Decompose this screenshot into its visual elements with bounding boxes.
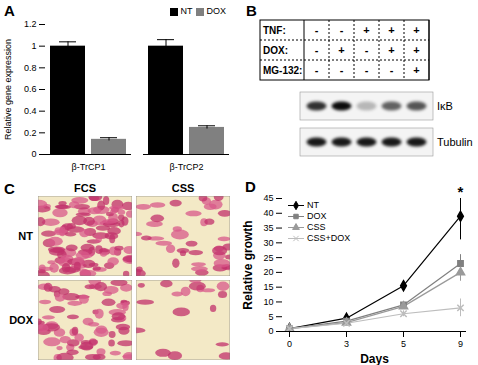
- svg-text:-: -: [365, 44, 369, 56]
- svg-text:40: 40: [263, 208, 273, 218]
- svg-text:0.4: 0.4: [24, 106, 37, 116]
- svg-text:+: +: [363, 24, 369, 36]
- svg-text:*: *: [458, 183, 464, 200]
- svg-text:45: 45: [263, 193, 273, 203]
- svg-text:-: -: [365, 64, 369, 76]
- svg-text:β-TrCP1: β-TrCP1: [72, 162, 106, 172]
- html-text:CSS: CSS: [307, 222, 326, 232]
- svg-text:+: +: [413, 24, 419, 36]
- svg-text:9: 9: [458, 339, 463, 349]
- svg-text:-: -: [315, 24, 319, 36]
- svg-text:β-TrCP2: β-TrCP2: [170, 162, 204, 172]
- svg-text:0.6: 0.6: [24, 84, 37, 94]
- svg-text:Days: Days: [360, 352, 389, 365]
- svg-text:+: +: [413, 44, 419, 56]
- svg-text:0.2: 0.2: [24, 128, 37, 138]
- svg-text:-: -: [390, 64, 394, 76]
- svg-text:IκB: IκB: [437, 100, 453, 112]
- html-text:NT: NT: [307, 200, 319, 210]
- svg-text:+: +: [388, 44, 394, 56]
- html-text:DOX: DOX: [206, 6, 226, 16]
- svg-text:+: +: [413, 64, 419, 76]
- svg-text:MG-132:: MG-132:: [263, 65, 302, 76]
- svg-text:1.2: 1.2: [24, 19, 37, 29]
- svg-text:CSS: CSS: [172, 182, 195, 194]
- svg-text:-: -: [340, 24, 344, 36]
- svg-text:+: +: [338, 44, 344, 56]
- svg-text:DOX: DOX: [9, 314, 34, 326]
- svg-text:+: +: [388, 24, 394, 36]
- svg-text:TNF:: TNF:: [263, 25, 286, 36]
- svg-text:25: 25: [263, 252, 273, 262]
- svg-text:Tubulin: Tubulin: [437, 136, 473, 148]
- svg-text:0: 0: [31, 149, 36, 159]
- svg-text:0.8: 0.8: [24, 63, 37, 73]
- svg-text:Relative gene expression: Relative gene expression: [3, 39, 13, 140]
- svg-text:35: 35: [263, 223, 273, 233]
- html-text:C: C: [4, 180, 15, 197]
- html-text:D: D: [245, 178, 256, 195]
- svg-text:DOX:: DOX:: [263, 45, 288, 56]
- svg-text:1: 1: [31, 41, 36, 51]
- svg-text:30: 30: [263, 238, 273, 248]
- svg-text:5: 5: [401, 339, 406, 349]
- svg-text:5: 5: [268, 312, 273, 322]
- svg-text:15: 15: [263, 282, 273, 292]
- svg-text:20: 20: [263, 267, 273, 277]
- html-text:NT: NT: [180, 6, 193, 16]
- html-text:CSS+DOX: CSS+DOX: [307, 233, 351, 243]
- svg-text:FCS: FCS: [74, 182, 96, 194]
- svg-text:Relative growth: Relative growth: [241, 220, 255, 309]
- svg-text:-: -: [315, 44, 319, 56]
- svg-text:0: 0: [287, 339, 292, 349]
- svg-text:3: 3: [344, 339, 349, 349]
- html-text:DOX: DOX: [307, 211, 327, 221]
- svg-text:10: 10: [263, 297, 273, 307]
- html-text:B: B: [246, 2, 257, 19]
- svg-text:NT: NT: [18, 230, 33, 242]
- svg-text:-: -: [315, 64, 319, 76]
- svg-text:0: 0: [268, 326, 273, 336]
- svg-text:-: -: [340, 64, 344, 76]
- html-text:A: A: [4, 2, 15, 19]
